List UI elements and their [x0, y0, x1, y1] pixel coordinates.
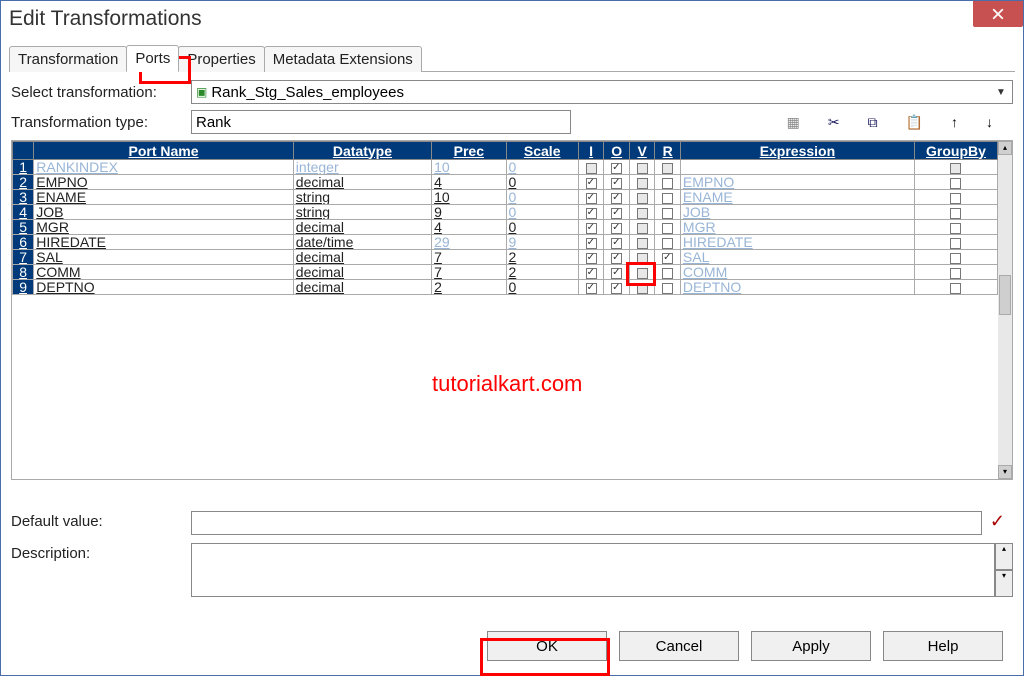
scroll-up-icon[interactable]: ▴ — [998, 141, 1012, 155]
chevron-down-icon: ▼ — [992, 83, 1010, 101]
window-title: Edit Transformations — [9, 7, 202, 31]
select-transformation-row: Select transformation: ▣ Rank_Stg_Sales_… — [11, 80, 1013, 104]
port-row-job[interactable]: 4JOBstring90JOB — [13, 205, 998, 220]
port-row-comm[interactable]: 8COMMdecimal72COMM — [13, 265, 998, 280]
new-port-icon[interactable]: ▦ — [787, 114, 800, 131]
port-row-sal[interactable]: 7SALdecimal72SAL — [13, 250, 998, 265]
col-o[interactable]: O — [604, 142, 630, 160]
col-r[interactable]: R — [655, 142, 681, 160]
col-expression[interactable]: Expression — [680, 142, 914, 160]
grid-scrollbar[interactable]: ▴ ▾ — [998, 141, 1012, 479]
port-row-ename[interactable]: 3ENAMEstring100ENAME — [13, 190, 998, 205]
tab-metadata-extensions[interactable]: Metadata Extensions — [264, 46, 422, 72]
form-area: Select transformation: ▣ Rank_Stg_Sales_… — [1, 72, 1023, 490]
scroll-down-icon[interactable]: ▾ — [998, 465, 1012, 479]
cut-icon[interactable]: ✂ — [828, 114, 840, 131]
help-button[interactable]: Help — [883, 631, 1003, 661]
ports-grid-inner: Port NameDatatypePrecScaleIOVRExpression… — [12, 141, 998, 479]
close-button[interactable] — [973, 1, 1023, 27]
tab-properties[interactable]: Properties — [178, 46, 264, 72]
description-label: Description: — [11, 543, 191, 597]
col-port_name[interactable]: Port Name — [34, 142, 294, 160]
port-row-rankindex[interactable]: 1RANKINDEXinteger100 — [13, 160, 998, 175]
default-value-input[interactable] — [191, 511, 982, 535]
dialog-buttons: OK Cancel Apply Help — [487, 631, 1003, 661]
col-groupby[interactable]: GroupBy — [914, 142, 997, 160]
col-datatype[interactable]: Datatype — [293, 142, 431, 160]
port-row-empno[interactable]: 2EMPNOdecimal40EMPNO — [13, 175, 998, 190]
validate-icon[interactable]: ✓ — [982, 511, 1013, 535]
col-i[interactable]: I — [578, 142, 604, 160]
titlebar: Edit Transformations — [1, 1, 1023, 37]
watermark-text: tutorialkart.com — [432, 371, 582, 397]
move-up-icon[interactable]: ↑ — [951, 114, 958, 131]
tab-transformation[interactable]: Transformation — [9, 46, 127, 72]
select-transformation-value: Rank_Stg_Sales_employees — [211, 84, 404, 101]
tab-strip: TransformationPortsPropertiesMetadata Ex… — [1, 37, 1023, 72]
description-spinner: ▴ ▾ — [995, 543, 1013, 597]
tab-ports[interactable]: Ports — [126, 45, 179, 72]
spin-up-icon[interactable]: ▴ — [995, 543, 1013, 570]
port-row-hiredate[interactable]: 6HIREDATEdate/time299HIREDATE — [13, 235, 998, 250]
select-transformation-label: Select transformation: — [11, 84, 191, 101]
transformation-type-label: Transformation type: — [11, 114, 191, 131]
default-value-row: Default value: ✓ — [11, 511, 1013, 535]
transformation-type-row: Transformation type: Rank ▦ ✂ ⧉ 📋 ↑ ↓ — [11, 110, 1013, 134]
description-row: Description: ▴ ▾ — [11, 543, 1013, 597]
select-transformation-dropdown[interactable]: ▣ Rank_Stg_Sales_employees ▼ — [191, 80, 1013, 104]
cancel-button[interactable]: Cancel — [619, 631, 739, 661]
col-v[interactable]: V — [629, 142, 655, 160]
port-row-mgr[interactable]: 5MGRdecimal40MGR — [13, 220, 998, 235]
paste-icon[interactable]: 📋 — [906, 114, 923, 131]
col-scale[interactable]: Scale — [506, 142, 578, 160]
close-icon — [992, 8, 1004, 20]
apply-button[interactable]: Apply — [751, 631, 871, 661]
default-value-label: Default value: — [11, 511, 191, 535]
ok-button[interactable]: OK — [487, 631, 607, 661]
ports-grid[interactable]: Port NameDatatypePrecScaleIOVRExpression… — [12, 141, 998, 295]
copy-icon[interactable]: ⧉ — [868, 114, 878, 131]
dialog-window: Edit Transformations TransformationPorts… — [0, 0, 1024, 676]
tree-icon: ▣ — [196, 85, 207, 99]
description-input[interactable] — [191, 543, 995, 597]
col-prec[interactable]: Prec — [432, 142, 506, 160]
bottom-fields: Default value: ✓ Description: ▴ ▾ — [11, 511, 1013, 605]
move-down-icon[interactable]: ↓ — [986, 114, 993, 131]
port-row-deptno[interactable]: 9DEPTNOdecimal20DEPTNO — [13, 280, 998, 295]
spin-down-icon[interactable]: ▾ — [995, 570, 1013, 597]
transformation-type-value: Rank — [191, 110, 571, 134]
scroll-thumb[interactable] — [999, 275, 1011, 315]
port-toolbar: ▦ ✂ ⧉ 📋 ↑ ↓ — [787, 114, 1013, 131]
ports-grid-wrap: Port NameDatatypePrecScaleIOVRExpression… — [11, 140, 1013, 480]
